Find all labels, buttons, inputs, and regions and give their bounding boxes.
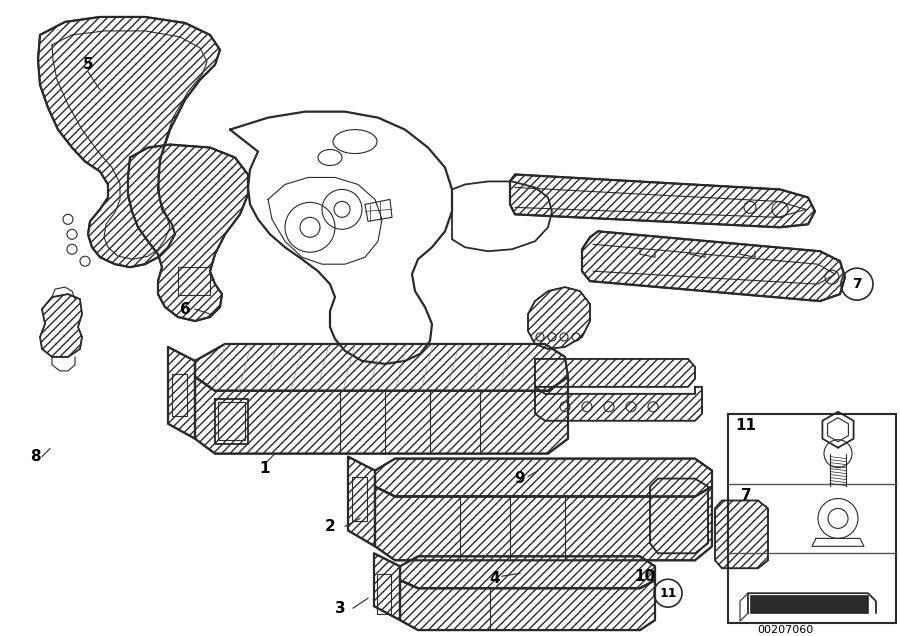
Polygon shape xyxy=(128,144,248,321)
Bar xyxy=(178,267,210,295)
Polygon shape xyxy=(535,387,702,421)
Text: 3: 3 xyxy=(335,600,346,616)
Polygon shape xyxy=(168,347,195,439)
Text: 2: 2 xyxy=(325,519,336,534)
Polygon shape xyxy=(715,501,768,569)
Text: 8: 8 xyxy=(30,449,40,464)
Text: 00207060: 00207060 xyxy=(757,625,813,635)
Circle shape xyxy=(414,345,422,353)
Polygon shape xyxy=(650,478,708,553)
Polygon shape xyxy=(582,232,845,301)
Text: 4: 4 xyxy=(490,570,500,586)
Polygon shape xyxy=(400,556,655,588)
Polygon shape xyxy=(348,457,375,546)
Circle shape xyxy=(382,345,390,353)
Polygon shape xyxy=(535,359,695,387)
Bar xyxy=(377,574,391,614)
Text: 9: 9 xyxy=(515,471,526,486)
Text: 11: 11 xyxy=(735,418,757,433)
Circle shape xyxy=(350,345,358,353)
Polygon shape xyxy=(528,287,590,349)
Polygon shape xyxy=(750,595,868,613)
Circle shape xyxy=(430,345,438,353)
Text: 7: 7 xyxy=(741,488,751,503)
Circle shape xyxy=(334,345,342,353)
Polygon shape xyxy=(510,174,815,227)
Bar xyxy=(218,402,245,439)
Text: 5: 5 xyxy=(83,57,94,73)
Polygon shape xyxy=(195,344,568,391)
Text: 11: 11 xyxy=(659,586,677,600)
Bar xyxy=(172,374,187,416)
Polygon shape xyxy=(374,553,400,620)
Text: 7: 7 xyxy=(852,277,862,291)
Text: 10: 10 xyxy=(634,569,655,584)
Circle shape xyxy=(366,345,374,353)
Polygon shape xyxy=(375,487,712,560)
Bar xyxy=(352,476,367,522)
Polygon shape xyxy=(400,580,655,630)
Polygon shape xyxy=(375,459,712,497)
Circle shape xyxy=(398,345,406,353)
Polygon shape xyxy=(195,377,568,453)
Bar xyxy=(728,414,896,623)
Text: 6: 6 xyxy=(180,301,191,317)
Polygon shape xyxy=(40,294,82,357)
Polygon shape xyxy=(38,17,220,267)
Text: 1: 1 xyxy=(260,461,270,476)
